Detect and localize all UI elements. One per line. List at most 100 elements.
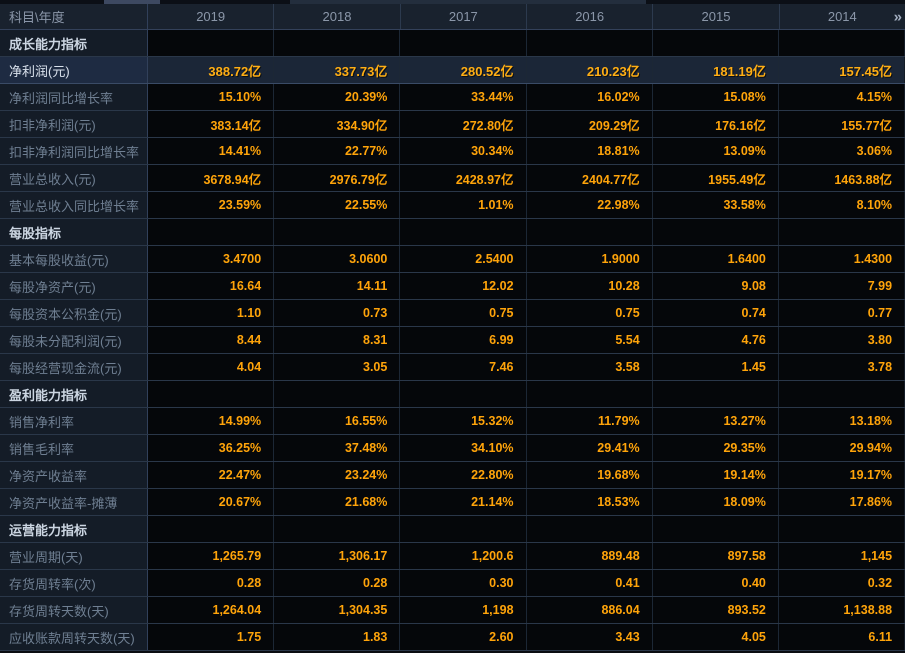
- metric-value: 2428.97亿: [400, 165, 527, 191]
- year-header-label: 2016: [575, 9, 605, 24]
- empty-cell: [778, 30, 905, 56]
- metric-value: 6.11: [778, 624, 905, 650]
- metric-value: 8.10%: [778, 192, 905, 218]
- metric-value: 0.77: [778, 300, 905, 326]
- empty-cell: [400, 516, 527, 542]
- metric-label: 净利润(元): [0, 57, 148, 83]
- metric-value: 30.34%: [400, 138, 527, 164]
- metric-value: 14.11: [274, 273, 401, 299]
- metric-label: 存货周转天数(天): [0, 597, 148, 623]
- metric-value: 19.14%: [652, 462, 779, 488]
- financial-indicators-table: 科目\年度 2019 2018 2017 2016 2015 2014 » 成长能力指标 净利…: [0, 4, 905, 653]
- metric-row[interactable]: 销售净利率 14.99% 16.55% 15.32% 11.79% 13.27% 13.18…: [0, 408, 905, 435]
- metric-row[interactable]: 营业周期(天) 1,265.79 1,306.17 1,200.6 889.48 897.…: [0, 543, 905, 570]
- metric-value: 2404.77亿: [526, 165, 653, 191]
- metric-row[interactable]: 扣非净利润同比增长率 14.41% 22.77% 30.34% 18.81% 13.09%…: [0, 138, 905, 165]
- empty-cell: [400, 30, 527, 56]
- metric-value: 1.10: [148, 300, 275, 326]
- metric-value: 1.6400: [652, 246, 779, 272]
- metric-value: 1.75: [148, 624, 275, 650]
- metric-row[interactable]: 每股资本公积金(元) 1.10 0.73 0.75 0.75 0.74 0.77: [0, 300, 905, 327]
- metric-value: 8.44: [148, 327, 275, 353]
- metric-value: 155.77亿: [778, 111, 905, 137]
- year-header-label: 2019: [196, 9, 226, 24]
- empty-cell: [526, 381, 653, 407]
- metric-value: 0.30: [400, 570, 527, 596]
- metric-row[interactable]: 每股净资产(元) 16.64 14.11 12.02 10.28 9.08 7.99: [0, 273, 905, 300]
- metric-label: 每股净资产(元): [0, 273, 148, 299]
- metric-value: 383.14亿: [148, 111, 275, 137]
- metric-value: 2.5400: [400, 246, 527, 272]
- metric-row[interactable]: 存货周转率(次) 0.28 0.28 0.30 0.41 0.40 0.32: [0, 570, 905, 597]
- metric-row[interactable]: 应收账款周转天数(天) 1.75 1.83 2.60 3.43 4.05 6.11: [0, 624, 905, 651]
- metric-row[interactable]: 销售毛利率 36.25% 37.48% 34.10% 29.41% 29.35% 29.94…: [0, 435, 905, 462]
- metric-value: 0.74: [652, 300, 779, 326]
- metric-row[interactable]: 存货周转天数(天) 1,264.04 1,304.35 1,198 886.04 893.…: [0, 597, 905, 624]
- metric-value: 8.31: [274, 327, 401, 353]
- section-title: 盈利能力指标: [0, 381, 148, 407]
- metric-value: 6.99: [400, 327, 527, 353]
- metric-value: 13.18%: [778, 408, 905, 434]
- metric-value: 1955.49亿: [652, 165, 779, 191]
- year-header-2018: 2018: [274, 4, 401, 29]
- metric-label: 扣非净利润(元): [0, 111, 148, 137]
- year-header-label: 2014: [827, 9, 857, 24]
- metric-value: 280.52亿: [400, 57, 527, 83]
- metric-row[interactable]: 净资产收益率 22.47% 23.24% 22.80% 19.68% 19.14% 19.1…: [0, 462, 905, 489]
- metric-row[interactable]: 净利润(元) 388.72亿 337.73亿 280.52亿 210.23亿 181.19…: [0, 57, 905, 84]
- metric-value: 886.04: [526, 597, 653, 623]
- metric-label: 营业周期(天): [0, 543, 148, 569]
- metric-value: 176.16亿: [652, 111, 779, 137]
- metric-value: 16.02%: [526, 84, 653, 110]
- section-header-row: 成长能力指标: [0, 30, 905, 57]
- metric-value: 0.73: [274, 300, 401, 326]
- metric-value: 14.99%: [148, 408, 275, 434]
- metric-label: 每股经营现金流(元): [0, 354, 148, 380]
- metric-value: 18.09%: [652, 489, 779, 515]
- metric-value: 1,198: [400, 597, 527, 623]
- metric-row[interactable]: 扣非净利润(元) 383.14亿 334.90亿 272.80亿 209.29亿 176.…: [0, 111, 905, 138]
- metric-row[interactable]: 每股未分配利润(元) 8.44 8.31 6.99 5.54 4.76 3.80: [0, 327, 905, 354]
- metric-value: 2976.79亿: [274, 165, 401, 191]
- metric-value: 3.80: [778, 327, 905, 353]
- metric-value: 3.06%: [778, 138, 905, 164]
- metric-row[interactable]: 营业总收入同比增长率 23.59% 22.55% 1.01% 22.98% 33.58% 8…: [0, 192, 905, 219]
- metric-value: 0.75: [400, 300, 527, 326]
- metric-value: 3.43: [526, 624, 653, 650]
- metric-value: 21.14%: [400, 489, 527, 515]
- metric-value: 1,138.88: [778, 597, 905, 623]
- metric-row[interactable]: 净资产收益率-摊薄 20.67% 21.68% 21.14% 18.53% 18.09% 1…: [0, 489, 905, 516]
- top-strip-segment: [104, 0, 160, 4]
- empty-cell: [274, 516, 401, 542]
- metric-value: 21.68%: [274, 489, 401, 515]
- metric-value: 157.45亿: [778, 57, 905, 83]
- metric-value: 1,264.04: [148, 597, 275, 623]
- metric-value: 33.58%: [652, 192, 779, 218]
- year-header-label: 2017: [448, 9, 478, 24]
- empty-cell: [274, 381, 401, 407]
- metric-value: 388.72亿: [148, 57, 275, 83]
- empty-cell: [526, 516, 653, 542]
- chevron-double-right-icon[interactable]: »: [893, 8, 902, 25]
- top-edge-strip: [0, 0, 905, 4]
- metric-row[interactable]: 营业总收入(元) 3678.94亿 2976.79亿 2428.97亿 2404.77亿…: [0, 165, 905, 192]
- metric-value: 29.41%: [526, 435, 653, 461]
- metric-row[interactable]: 每股经营现金流(元) 4.04 3.05 7.46 3.58 1.45 3.78: [0, 354, 905, 381]
- metric-value: 23.24%: [274, 462, 401, 488]
- metric-value: 334.90亿: [274, 111, 401, 137]
- metric-value: 18.81%: [526, 138, 653, 164]
- metric-value: 2.60: [400, 624, 527, 650]
- metric-value: 0.28: [274, 570, 401, 596]
- section-title: 每股指标: [0, 219, 148, 245]
- metric-row[interactable]: 基本每股收益(元) 3.4700 3.0600 2.5400 1.9000 1.6400 1…: [0, 246, 905, 273]
- metric-value: 34.10%: [400, 435, 527, 461]
- empty-cell: [778, 381, 905, 407]
- metric-value: 18.53%: [526, 489, 653, 515]
- metric-row[interactable]: 净利润同比增长率 15.10% 20.39% 33.44% 16.02% 15.08% 4.…: [0, 84, 905, 111]
- metric-value: 0.75: [526, 300, 653, 326]
- metric-value: 889.48: [526, 543, 653, 569]
- metric-label: 存货周转率(次): [0, 570, 148, 596]
- metric-value: 0.41: [526, 570, 653, 596]
- metric-value: 0.28: [148, 570, 275, 596]
- metric-value: 1.9000: [526, 246, 653, 272]
